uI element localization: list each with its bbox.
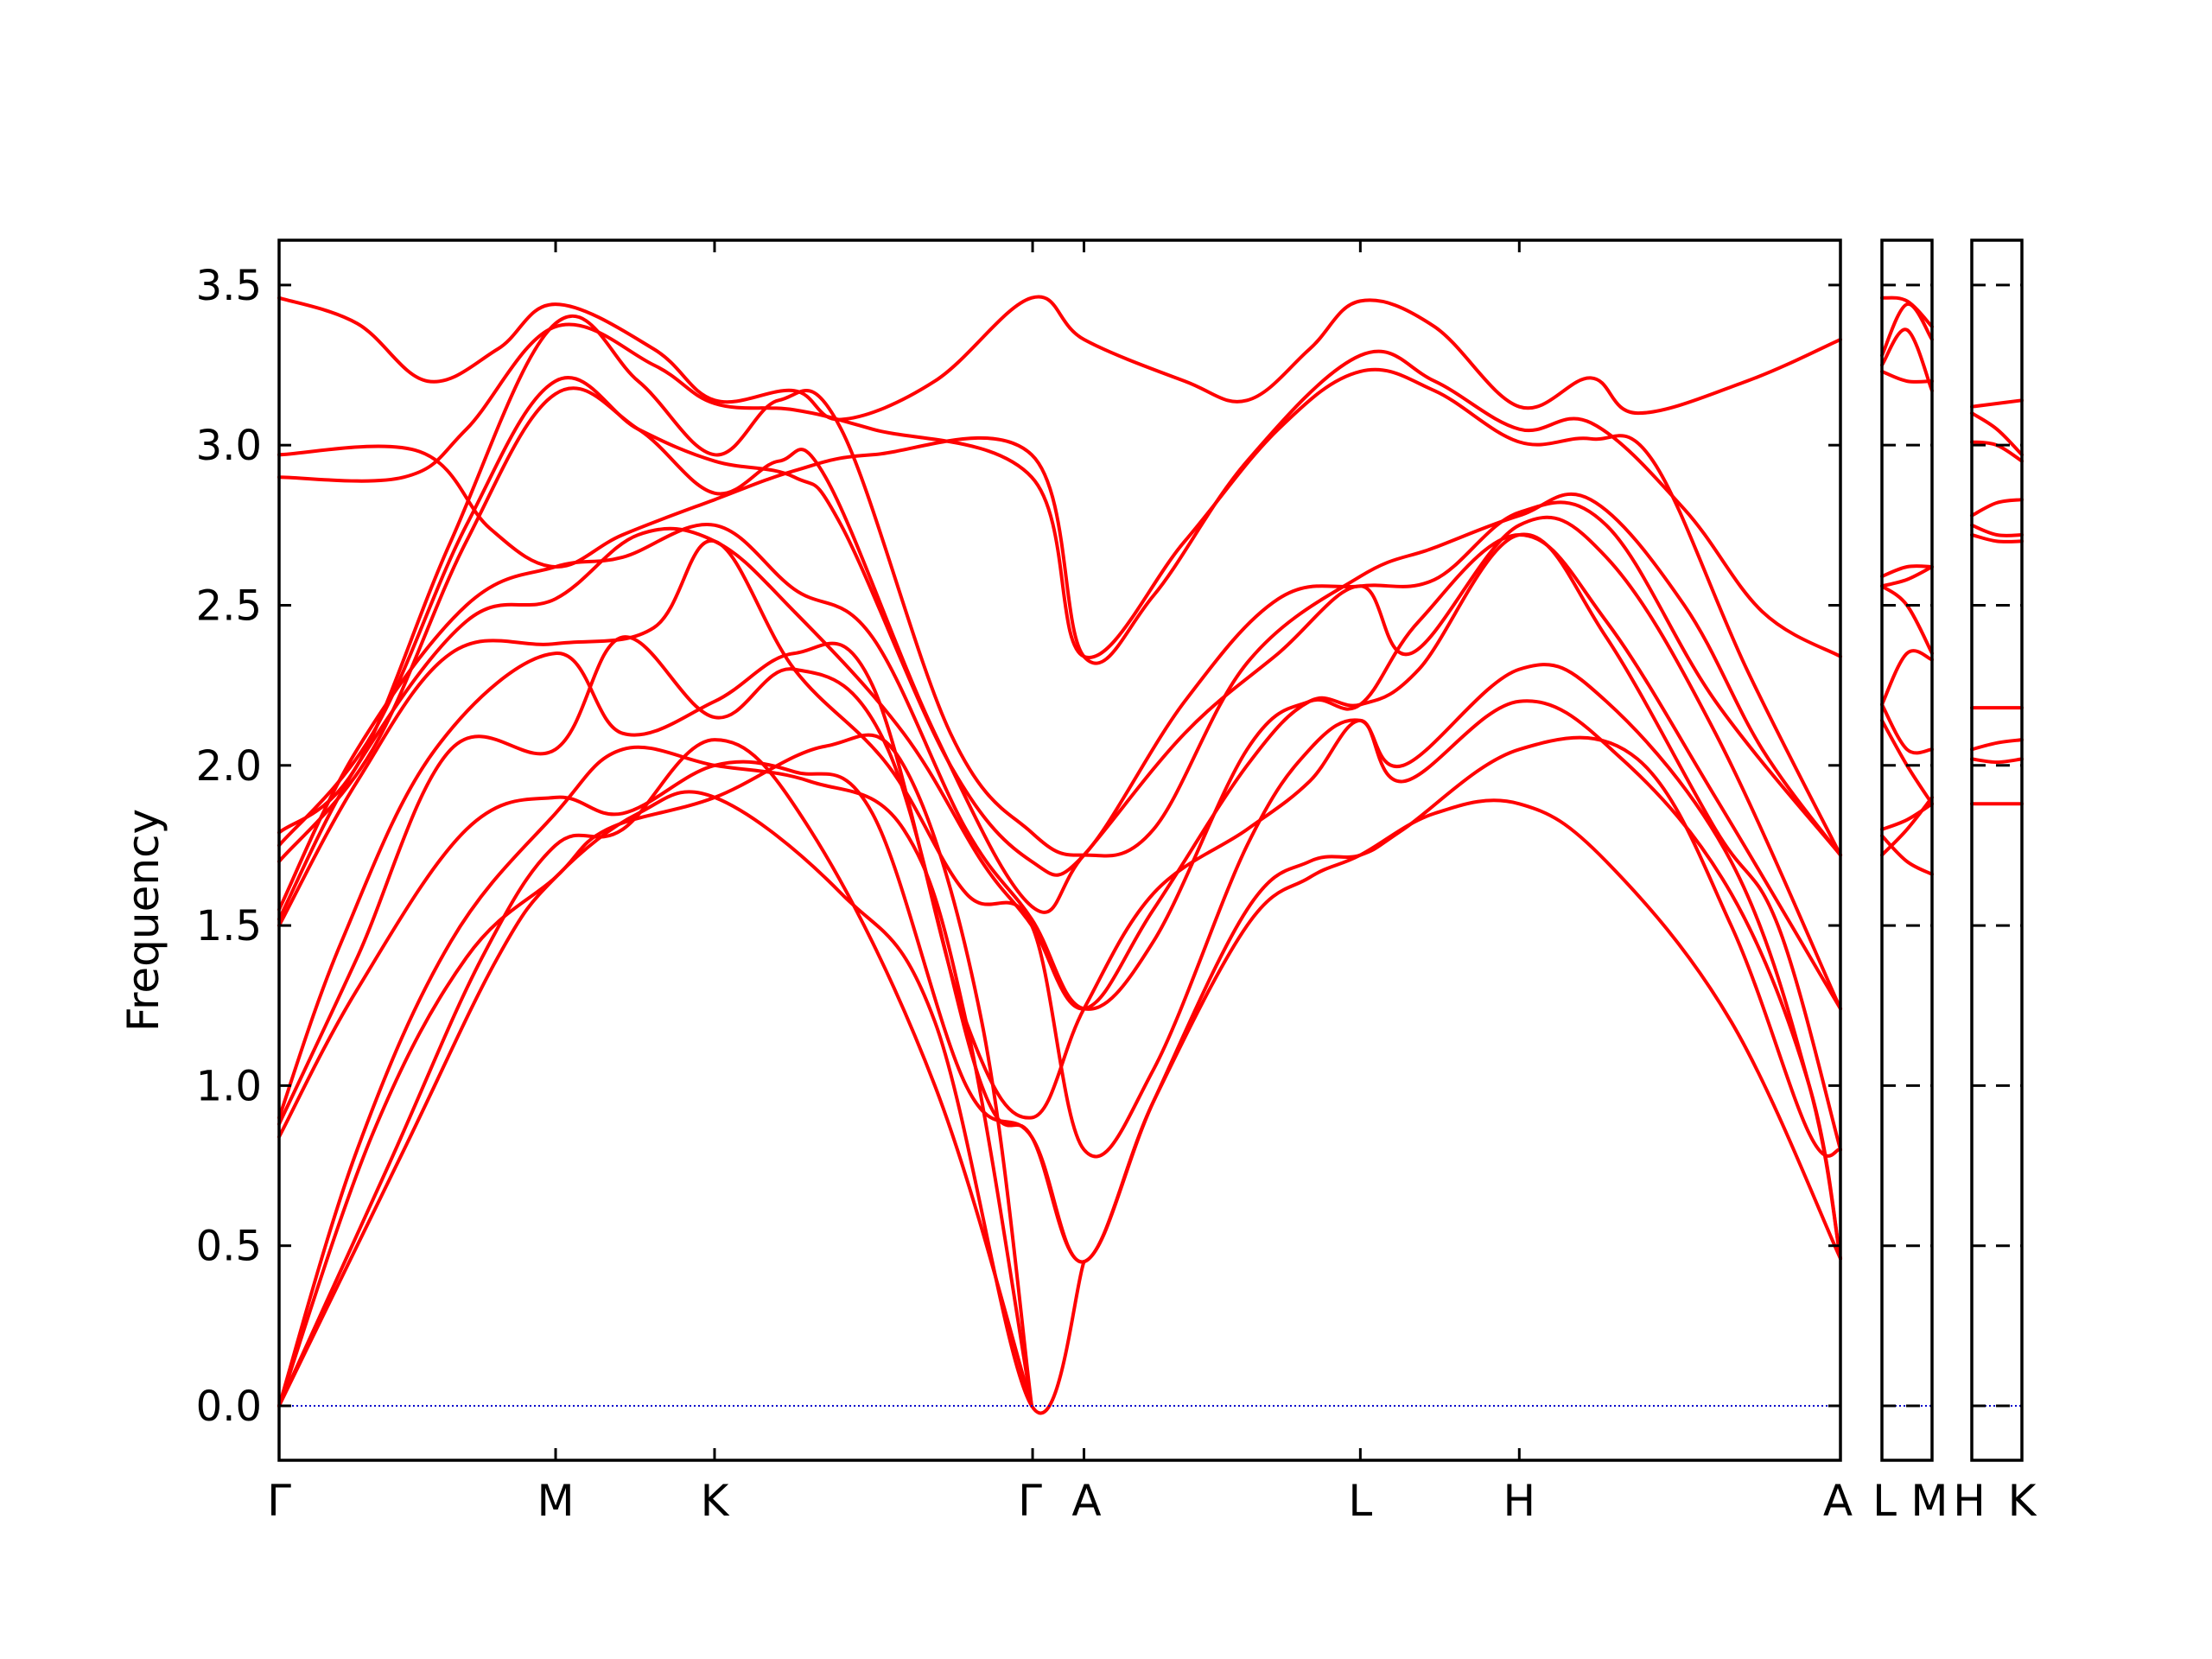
band-line-18: [1880, 302, 1934, 358]
y-tick-label-1: 0.0: [196, 1382, 262, 1431]
band-line-17: [1880, 296, 1934, 329]
band-line-37: [1970, 738, 2024, 752]
band-line-5: [277, 376, 1842, 877]
band-line-1: [277, 295, 1842, 422]
band-line-29: [1880, 795, 1934, 857]
x-tick-label-4: Γ: [1018, 1476, 1042, 1526]
band-line-19: [1880, 327, 1934, 393]
band-line-26: [1880, 718, 1934, 806]
band-line-38: [1970, 757, 2024, 765]
band-line-4: [277, 315, 1842, 858]
band-line-16: [277, 790, 1086, 1415]
y-tick-label-7: 3.0: [196, 422, 262, 470]
y-tick-label-6: 2.5: [196, 582, 262, 630]
x-tick-label-11: H: [1953, 1476, 1986, 1526]
x-tick-label-6: L: [1348, 1476, 1372, 1526]
band-line-31: [1970, 411, 2024, 457]
band-lines-layer: [277, 295, 2024, 1415]
panel-frame-1: [277, 238, 1842, 1462]
band-line-23: [1880, 584, 1934, 656]
y-tick-label-2: 0.5: [196, 1223, 262, 1271]
band-line-2: [277, 349, 1842, 665]
y-tick-label-3: 1.0: [196, 1062, 262, 1110]
x-tick-label-5: A: [1071, 1476, 1101, 1526]
y-tick-label-5: 2.0: [196, 742, 262, 791]
band-line-11: [277, 635, 1842, 1264]
ticks-layer: [277, 240, 2024, 1460]
panel-frames-layer: [277, 238, 2024, 1462]
x-tick-label-10: M: [1910, 1476, 1948, 1526]
x-tick-label-1: Γ: [267, 1476, 291, 1526]
band-line-20: [1880, 369, 1934, 384]
band-line-27: [1880, 802, 1934, 831]
band-line-30: [1970, 398, 2024, 409]
band-line-28: [1880, 834, 1934, 876]
band-line-3: [277, 322, 1842, 857]
band-line-24: [1880, 649, 1934, 707]
tick-labels-layer: 0.00.51.01.52.02.53.03.5Γ M K Γ A L H A L M H K: [196, 262, 2037, 1526]
band-line-6: [277, 386, 1842, 1011]
band-line-33: [1970, 498, 2024, 518]
x-tick-label-7: H: [1503, 1476, 1535, 1526]
band-line-8: [277, 526, 1842, 1152]
band-line-14: [277, 733, 1033, 1408]
band-line-22: [1880, 565, 1934, 588]
y-tick-label-8: 3.5: [196, 262, 262, 310]
panel-frame-2: [1880, 238, 1934, 1462]
band-line-13: [277, 745, 1033, 1408]
y-axis-label: Frequency: [118, 809, 168, 1032]
x-tick-label-8: A: [1823, 1476, 1853, 1526]
panel-frame-3: [1970, 238, 2024, 1462]
band-line-12: [277, 760, 1842, 1264]
band-line-15: [277, 738, 1033, 1408]
x-tick-label-3: K: [701, 1476, 730, 1526]
x-tick-label-2: M: [537, 1476, 574, 1526]
band-line-10: [277, 641, 1842, 1261]
band-line-34: [1970, 523, 2024, 537]
band-line-7: [277, 522, 1842, 1011]
band-line-35: [1970, 533, 2024, 543]
x-tick-label-9: L: [1872, 1476, 1897, 1526]
band-line-25: [1880, 702, 1934, 755]
y-tick-label-4: 1.5: [196, 902, 262, 950]
band-line-21: [1880, 564, 1934, 579]
x-tick-label-12: K: [2008, 1476, 2037, 1526]
band-line-9: [277, 539, 1842, 1261]
